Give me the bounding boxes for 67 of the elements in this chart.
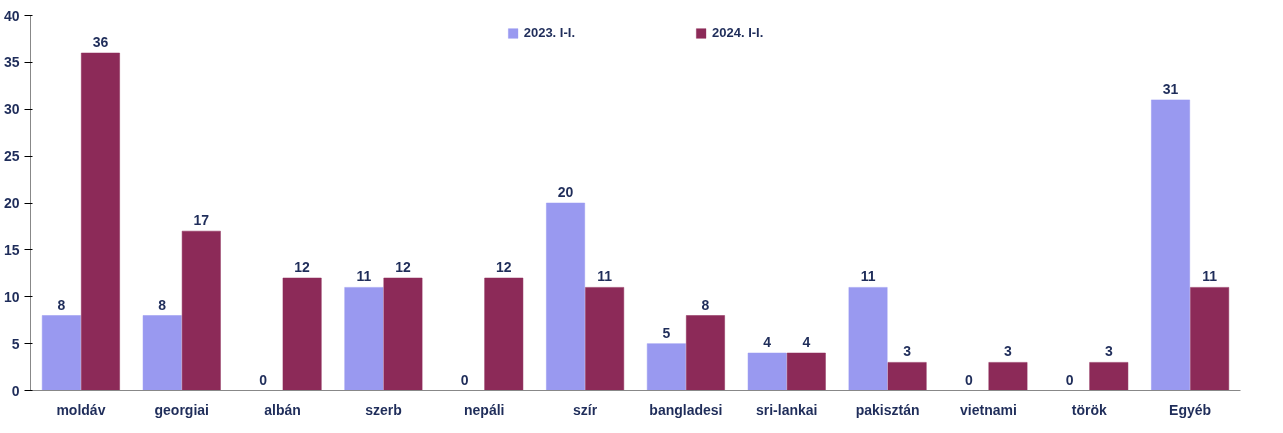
legend-label: 2024. I-I.: [712, 25, 764, 40]
y-tick-label: 0: [11, 382, 20, 399]
data-label: 36: [92, 34, 109, 50]
y-tick-label: 15: [3, 241, 20, 258]
x-tick-label: szerb: [365, 401, 402, 418]
x-tick-label: pakisztán: [855, 401, 920, 418]
data-label: 0: [1065, 371, 1074, 388]
bar: [747, 352, 787, 391]
data-label: 3: [1004, 343, 1013, 360]
x-tick-label: nepáli: [464, 401, 505, 418]
bar: [686, 315, 725, 391]
x-tick-label: sri-lankai: [756, 401, 818, 418]
x-tick-label: bangladesi: [649, 401, 723, 418]
y-tick-label: 25: [3, 148, 20, 165]
data-label: 12: [496, 259, 512, 275]
data-label: 11: [597, 268, 613, 285]
data-label: 3: [1104, 343, 1113, 360]
bar: [786, 352, 826, 391]
legend-label: 2023. I-I.: [523, 25, 575, 40]
y-tick-label: 10: [3, 288, 20, 305]
bar: [1190, 287, 1230, 391]
data-label: 0: [964, 371, 973, 388]
bar: [344, 287, 384, 391]
bar: [1089, 362, 1129, 391]
x-tick-label: moldáv: [56, 401, 106, 418]
x-tick-label: török: [1071, 401, 1107, 418]
data-label: 11: [860, 268, 876, 285]
bar: [142, 315, 182, 391]
data-label: 20: [557, 184, 574, 200]
bar: [81, 52, 120, 391]
data-label: 3: [903, 343, 912, 360]
x-tick-label: albán: [264, 401, 301, 418]
data-label: 12: [395, 259, 411, 275]
y-tick-label: 5: [11, 335, 20, 352]
data-label: 0: [259, 371, 268, 388]
data-label: 4: [802, 334, 811, 350]
data-label: 8: [57, 296, 66, 313]
data-label: 5: [662, 324, 671, 341]
bar: [585, 287, 625, 391]
x-tick-label: vietnami: [960, 401, 1017, 418]
bar: [181, 230, 221, 391]
data-label: 11: [356, 268, 372, 285]
y-tick-label: 40: [3, 7, 20, 24]
bar: [41, 315, 81, 391]
bar: [383, 277, 423, 391]
data-label: 17: [193, 212, 210, 229]
y-tick-label: 35: [3, 54, 20, 71]
data-label: 31: [1162, 80, 1179, 97]
x-tick-label: georgiai: [154, 401, 209, 418]
bar: [887, 362, 927, 391]
data-label: 8: [701, 296, 710, 313]
data-label: 0: [460, 371, 469, 388]
bar: [546, 202, 585, 391]
y-tick-label: 30: [3, 101, 20, 118]
data-label: 8: [158, 296, 167, 313]
x-tick-label: szír: [573, 401, 598, 418]
bar: [484, 277, 524, 391]
bar: [646, 343, 686, 391]
bar: [848, 287, 888, 391]
bar: [988, 362, 1028, 391]
bar: [1151, 99, 1190, 391]
x-tick-label: Egyéb: [1169, 401, 1212, 418]
y-tick-label: 20: [3, 195, 20, 211]
data-label: 12: [294, 259, 311, 275]
bar: [282, 277, 322, 391]
data-label: 11: [1202, 268, 1218, 285]
data-label: 4: [763, 334, 772, 350]
